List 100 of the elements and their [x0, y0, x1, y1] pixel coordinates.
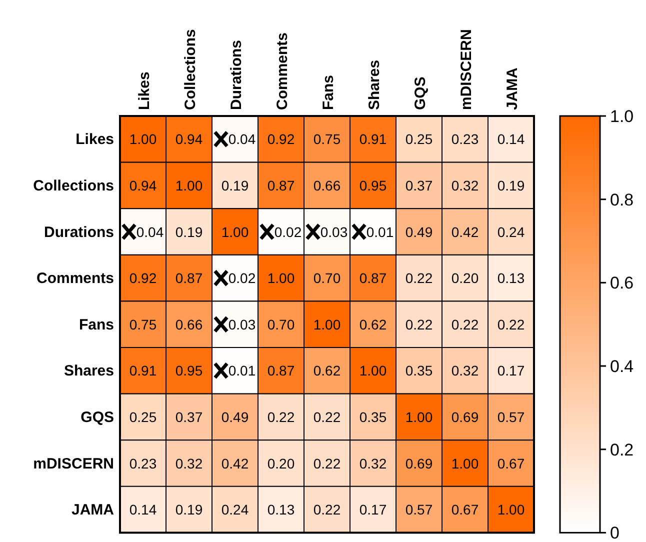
- data-label: 0.49: [221, 408, 249, 425]
- data-label: 0.24: [497, 224, 525, 240]
- data-label: 0.75: [313, 131, 341, 148]
- data-label: 0.94: [175, 131, 203, 148]
- data-label: 0.14: [497, 131, 525, 148]
- x-tick-label: JAMA: [504, 67, 521, 110]
- data-label: 0.23: [129, 455, 157, 472]
- data-label: 0.22: [267, 408, 295, 425]
- data-label: 1.00: [221, 224, 249, 240]
- data-label: 0.91: [359, 131, 387, 148]
- data-label: 0.95: [175, 362, 203, 379]
- y-tick-label: GQS: [80, 408, 114, 426]
- color-bar-label: 0.8: [610, 190, 634, 210]
- data-label: 0.92: [267, 131, 295, 148]
- x-tick-label: Comments: [274, 32, 291, 110]
- data-label: 0.67: [497, 455, 525, 472]
- data-label: 0.69: [405, 455, 433, 472]
- data-label: 0.01: [366, 224, 394, 240]
- data-label: 0.04: [136, 224, 164, 240]
- color-bar-label: 0.6: [610, 274, 634, 293]
- data-label: 0.87: [175, 270, 203, 286]
- color-bar-label: 0: [610, 524, 620, 542]
- data-label: 0.49: [405, 224, 433, 240]
- data-label: 1.00: [175, 177, 203, 194]
- data-label: 0.70: [313, 270, 341, 286]
- data-label: 0.19: [497, 177, 525, 194]
- data-label: 0.87: [359, 270, 387, 286]
- data-label: 0.22: [497, 316, 525, 332]
- data-label: 0.66: [313, 177, 341, 194]
- data-label: 0.23: [451, 131, 479, 148]
- y-tick-label: Likes: [76, 131, 114, 148]
- data-label: 1.00: [129, 131, 157, 148]
- data-label: 0.02: [228, 270, 256, 286]
- data-label: 0.32: [451, 362, 479, 379]
- data-label: 0.57: [497, 408, 525, 425]
- color-bar-label: 0.4: [610, 357, 634, 376]
- data-label: 1.00: [451, 455, 479, 472]
- data-label: 0.92: [129, 270, 157, 286]
- data-label: 0.35: [405, 362, 433, 379]
- x-tick-label: Durations: [228, 40, 245, 110]
- data-label: 0.20: [267, 455, 295, 472]
- data-label: 0.66: [175, 316, 203, 332]
- data-label: 0.22: [451, 316, 479, 332]
- data-label: 0.32: [359, 455, 387, 472]
- data-label: 0.32: [451, 177, 479, 194]
- data-label: 1.00: [405, 408, 433, 425]
- data-label: 0.22: [405, 316, 433, 332]
- data-label: 0.25: [405, 131, 433, 148]
- y-tick-label: Shares: [64, 362, 114, 380]
- data-label: 0.62: [359, 316, 387, 332]
- y-tick-label: Comments: [36, 270, 114, 288]
- x-tick-label: mDISCERN: [458, 29, 475, 110]
- data-label: 0.35: [359, 408, 387, 425]
- data-label: 0.42: [221, 455, 249, 472]
- x-tick-label: Likes: [136, 72, 153, 110]
- data-label: 0.57: [405, 502, 433, 518]
- y-tick-label: Durations: [44, 224, 114, 241]
- data-label: 0.19: [221, 177, 249, 194]
- data-label: 0.22: [405, 270, 433, 286]
- data-label: 0.20: [451, 270, 479, 286]
- data-label: 0.22: [313, 502, 341, 518]
- color-bar-label: 1.0: [610, 107, 634, 126]
- data-label: 0.32: [175, 455, 203, 472]
- data-label: 0.19: [175, 224, 203, 240]
- data-label: 1.00: [313, 316, 341, 332]
- data-label: 0.87: [267, 177, 295, 194]
- data-label: 0.75: [129, 316, 157, 332]
- data-label: 0.02: [274, 224, 302, 240]
- y-tick-label: mDISCERN: [33, 455, 114, 472]
- y-tick-label: JAMA: [71, 502, 114, 519]
- data-label: 1.00: [267, 270, 295, 286]
- y-tick-label: Collections: [33, 177, 114, 194]
- data-label: 0.91: [129, 362, 157, 379]
- data-label: 0.03: [320, 224, 348, 240]
- data-label: 0.13: [267, 502, 295, 518]
- data-label: 0.87: [267, 362, 295, 379]
- x-tick-label: GQS: [412, 76, 429, 110]
- y-tick-label: Fans: [78, 316, 114, 334]
- data-label: 0.22: [313, 408, 341, 425]
- data-label: 0.67: [451, 502, 479, 518]
- data-label: 0.22: [313, 455, 341, 472]
- x-tick-label: Collections: [182, 29, 199, 110]
- data-label: 0.25: [129, 408, 157, 425]
- data-label: 0.94: [129, 177, 157, 194]
- data-label: 0.37: [175, 408, 203, 425]
- data-label: 0.37: [405, 177, 433, 194]
- x-tick-label: Fans: [320, 74, 337, 110]
- x-tick-label: Shares: [366, 60, 383, 110]
- data-label: 0.03: [228, 316, 256, 332]
- data-label: 0.13: [497, 270, 525, 286]
- data-label: 1.00: [497, 502, 525, 518]
- data-label: 0.62: [313, 362, 341, 379]
- data-label: 0.42: [451, 224, 479, 240]
- data-label: 0.24: [221, 502, 249, 518]
- data-label: 0.01: [228, 362, 256, 379]
- data-label: 0.19: [175, 502, 203, 518]
- data-label: 0.95: [359, 177, 387, 194]
- data-label: 0.14: [129, 502, 157, 518]
- data-label: 0.70: [267, 316, 295, 332]
- data-label: 1.00: [359, 362, 387, 379]
